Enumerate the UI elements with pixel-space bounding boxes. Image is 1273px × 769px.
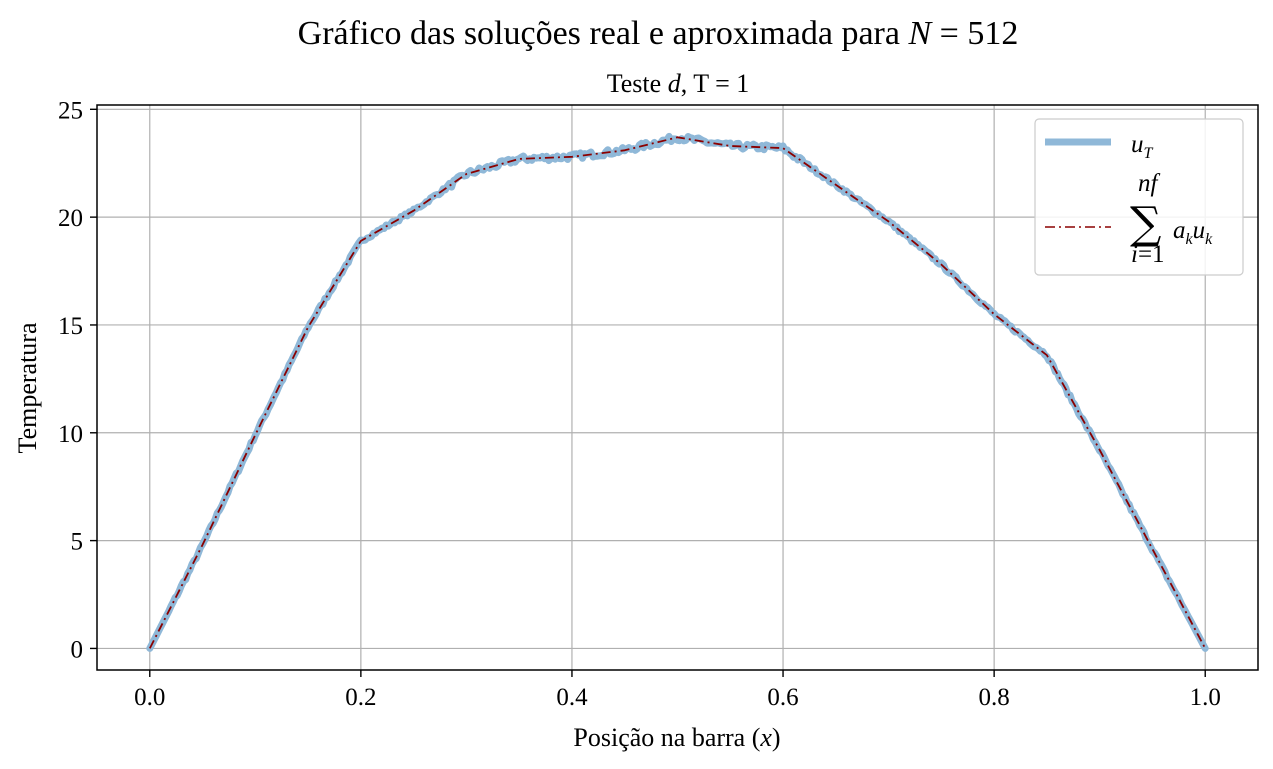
x-tick-label: 0.0: [134, 684, 165, 711]
x-tick-label: 1.0: [1190, 684, 1221, 711]
y-tick-label: 5: [71, 529, 84, 556]
legend-box: [1034, 118, 1244, 276]
x-tick-label: 0.8: [979, 684, 1010, 711]
y-tick-label: 25: [58, 97, 83, 124]
legend: uT nf ∑ i=1 akuk: [1034, 118, 1244, 276]
suptitle-n-symbol: N: [907, 15, 933, 52]
series-line-approx: [148, 136, 1206, 649]
plot-area-frame: [96, 104, 1259, 671]
x-tick-label: 0.2: [345, 684, 376, 711]
y-tick-label: 10: [58, 421, 83, 448]
y-axis-label: Temperatura: [13, 322, 42, 453]
ticks: 0.0 0.2 0.4 0.6 0.8 1.0 0 5 10 15 20 25: [58, 97, 1221, 711]
y-tick-label: 15: [58, 313, 83, 340]
series-layer: [146, 132, 1209, 652]
legend-label-approx-lower: i=1: [1131, 241, 1165, 268]
x-axis-label: Posição na barra (x): [573, 723, 780, 752]
title-d-symbol: d: [668, 69, 682, 98]
title-suffix: , T = 1: [681, 69, 750, 98]
x-tick-label: 0.4: [556, 684, 588, 711]
x-label-symbol: x: [759, 723, 772, 752]
chart-suptitle: Gráfico das soluções real e aproximada p…: [298, 15, 1019, 52]
suptitle-equals: =: [931, 15, 967, 52]
x-label-text: Posição na barra (: [573, 723, 760, 752]
title-prefix: Teste: [607, 69, 668, 98]
legend-label-approx-upper: nf: [1138, 170, 1161, 197]
y-tick-label: 20: [58, 205, 83, 232]
x-tick-label: 0.6: [767, 684, 798, 711]
suptitle-text: Gráfico das soluções real e aproximada p…: [298, 15, 909, 52]
suptitle-number: 512: [967, 15, 1018, 52]
chart-title: Teste d, T = 1: [607, 69, 750, 98]
legend-label-approx-sigma: ∑: [1130, 198, 1161, 249]
x-label-close: ): [772, 723, 781, 752]
y-tick-label: 0: [71, 636, 84, 663]
